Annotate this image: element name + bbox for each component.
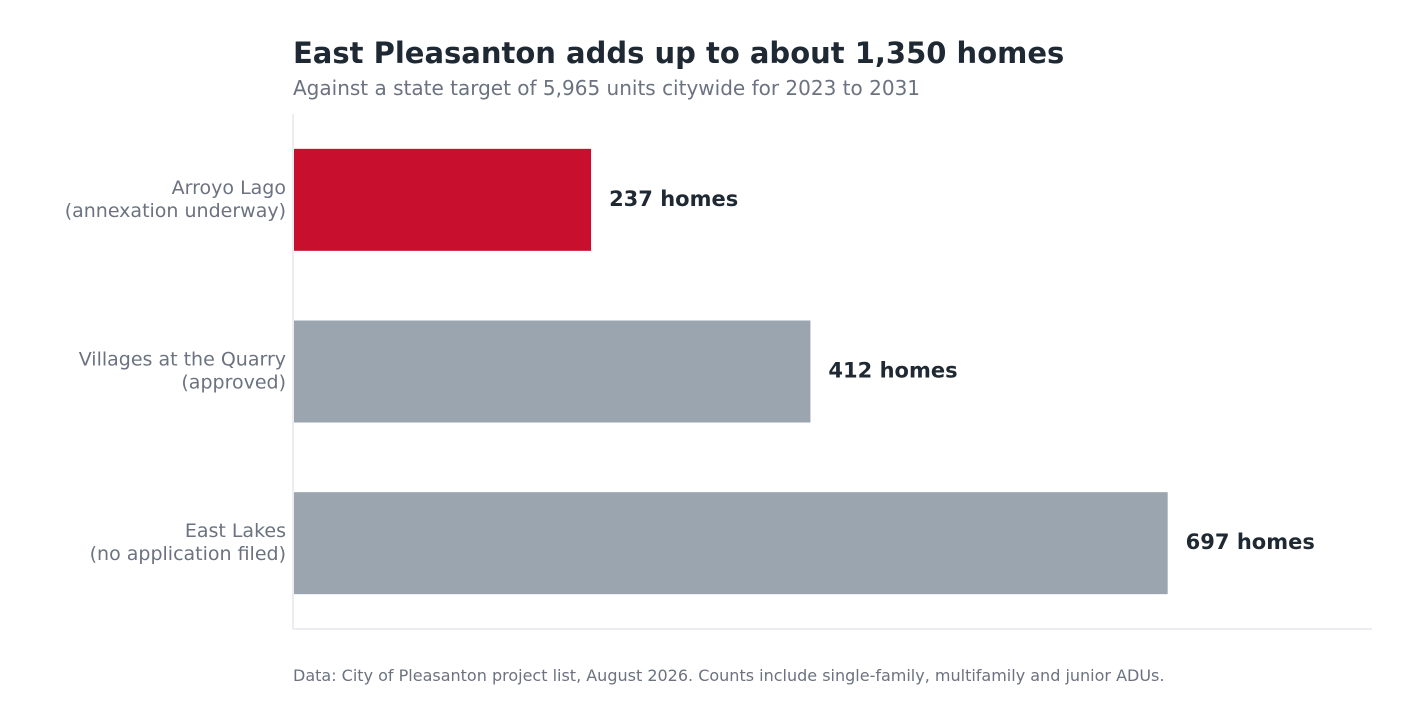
- category-label-1-line-1: (approved): [181, 372, 286, 394]
- value-label-0: 237 homes: [609, 187, 738, 211]
- bar-0: [294, 148, 592, 251]
- category-label-0-line-0: Arroyo Lago: [172, 177, 286, 199]
- bar-2: [294, 492, 1168, 595]
- value-label-2: 697 homes: [1186, 530, 1315, 554]
- bars-group: 237 homes Arroyo Lago(annexation underway…: [65, 148, 1315, 595]
- category-label-1-line-0: Villages at the Quarry: [79, 349, 286, 371]
- source-footnote: Data: City of Pleasanton project list, A…: [293, 666, 1165, 685]
- category-label-2-line-0: East Lakes: [185, 520, 286, 542]
- category-label-0-line-1: (annexation underway): [65, 200, 286, 222]
- chart-subtitle: Against a state target of 5,965 units ci…: [293, 76, 921, 100]
- chart-title: East Pleasanton adds up to about 1,350 h…: [293, 36, 1065, 70]
- value-label-1: 412 homes: [828, 359, 957, 383]
- bar-1: [294, 320, 811, 423]
- category-label-2-line-1: (no application filed): [90, 543, 286, 565]
